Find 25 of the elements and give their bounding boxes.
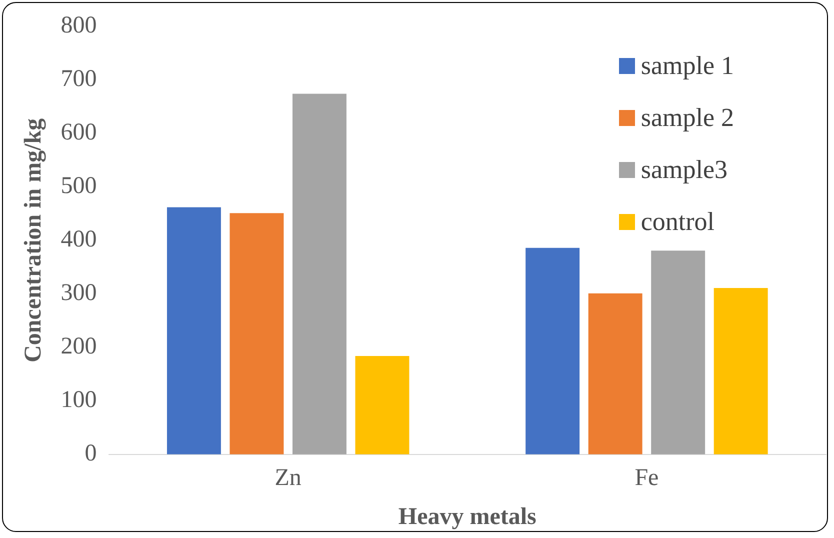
x-tick-label: Fe (634, 465, 659, 492)
bar (230, 213, 284, 454)
y-axis-title: Concentration in mg/kg (20, 118, 47, 362)
y-tick-label: 300 (60, 280, 97, 306)
y-tick-label: 600 (60, 120, 97, 146)
bar (292, 94, 346, 454)
x-tick-label: Zn (274, 465, 302, 492)
y-tick-label: 100 (60, 387, 97, 414)
y-tick-label: 800 (60, 12, 97, 39)
y-tick-label: 400 (60, 226, 97, 253)
bar (651, 250, 706, 454)
y-tick-label: 700 (60, 66, 97, 92)
y-tick-label: 0 (84, 440, 97, 467)
x-axis-title: Heavy metals (398, 504, 536, 530)
legend-label: control (640, 207, 714, 237)
legend-label: sample 1 (640, 51, 734, 81)
legend-label: sample 2 (640, 103, 734, 133)
bar (526, 248, 580, 454)
bar (166, 207, 221, 454)
y-tick-label: 500 (60, 173, 97, 200)
legend-label: sample3 (640, 155, 728, 185)
y-tick-label: 200 (60, 334, 97, 360)
bar (588, 293, 642, 454)
bar (355, 356, 410, 454)
bar (714, 288, 768, 454)
